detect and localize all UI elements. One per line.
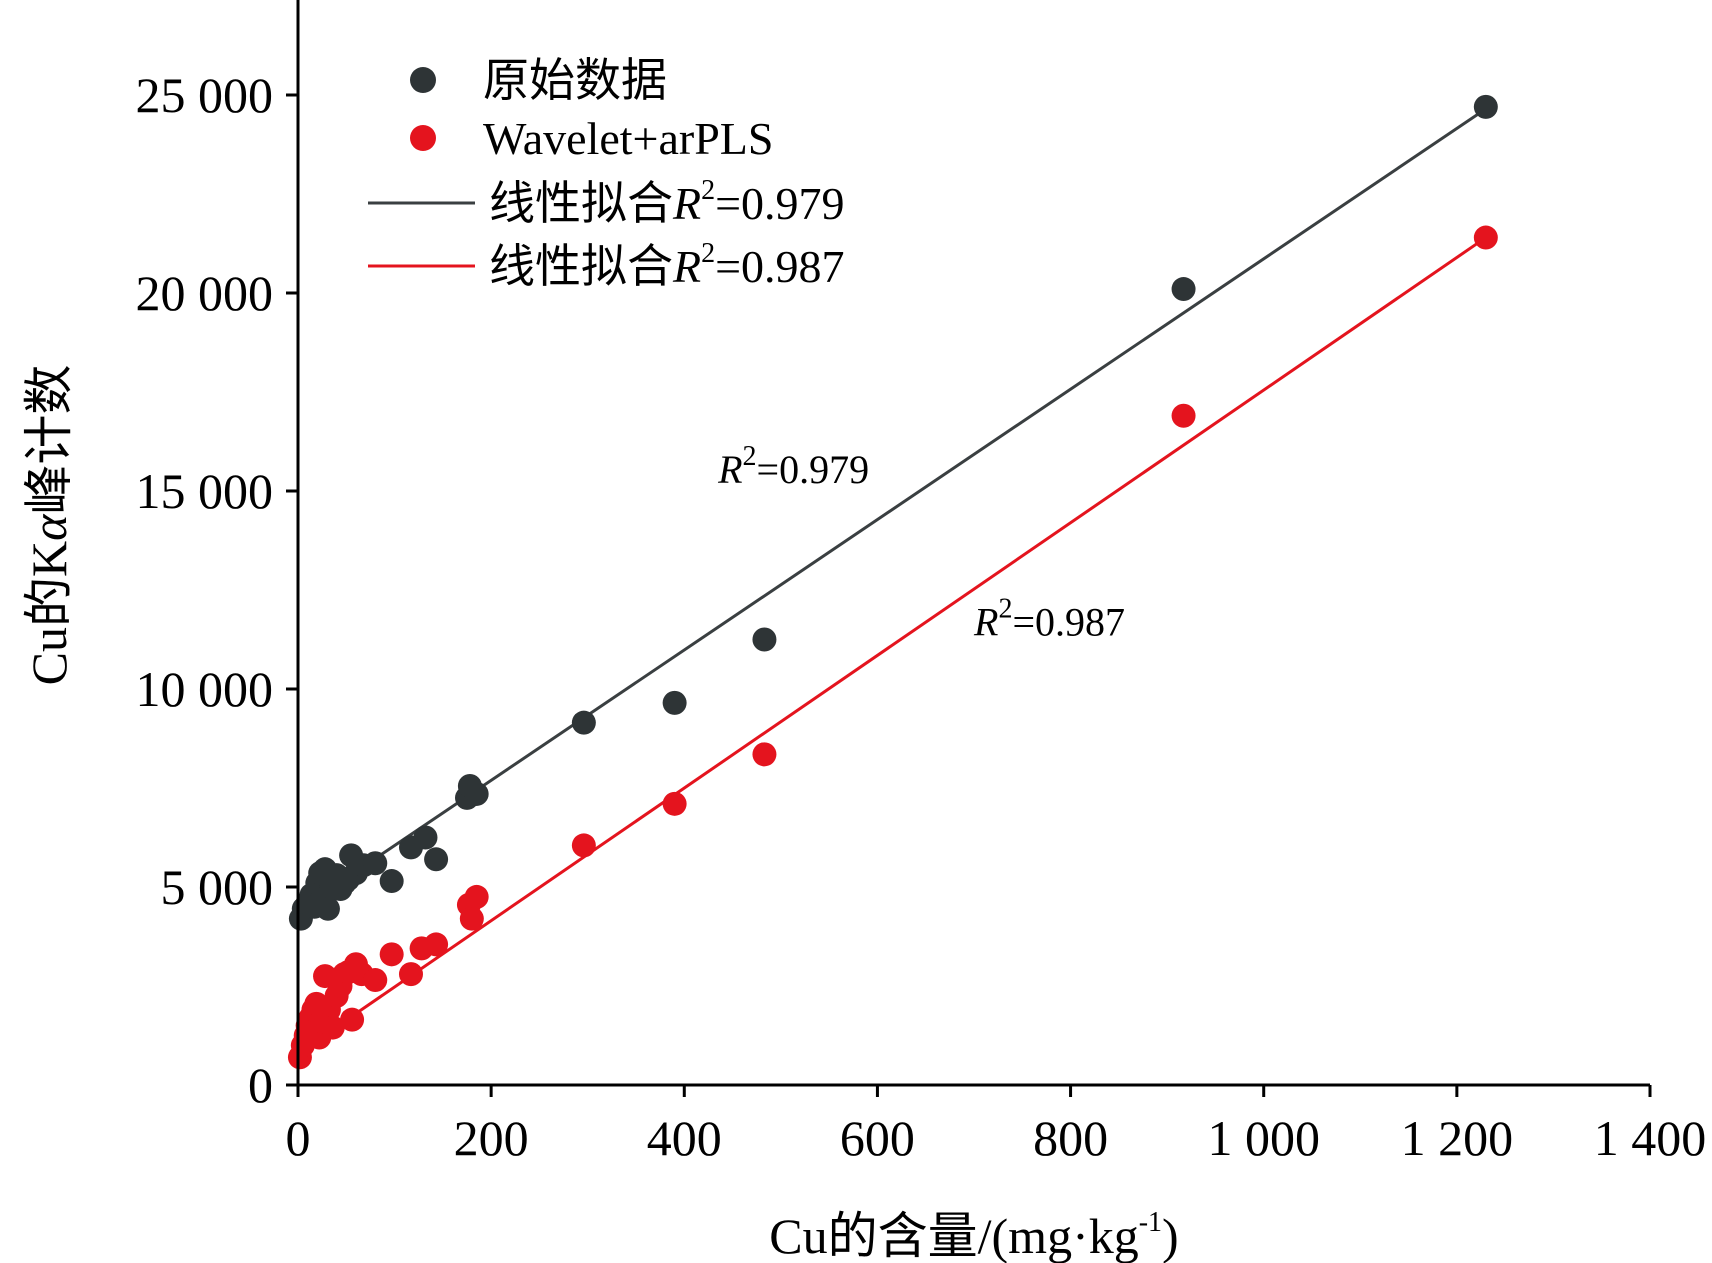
y-tick-label: 25 000: [136, 67, 274, 123]
annotations-group: R2=0.979 R2=0.987: [717, 441, 1125, 644]
r-squared-annotation: R2=0.987: [973, 594, 1125, 645]
processed-data-point: [459, 906, 484, 931]
raw-data-point: [752, 627, 777, 652]
ticks-group: 0 200 400 600 800 1 000 1 200 1 400 0 5 000 10 000…: [136, 67, 1707, 1166]
y-tick-label: 5 000: [161, 859, 274, 915]
x-tick-label: 0: [286, 1110, 311, 1166]
fit-lines-group: [297, 107, 1487, 1055]
processed-data-point: [379, 942, 404, 967]
x-tick-label: 1 000: [1207, 1110, 1320, 1166]
raw-data-point: [315, 896, 340, 921]
legend-marker: [410, 125, 436, 151]
raw-data-point: [363, 851, 388, 876]
x-tick-label: 1 200: [1401, 1110, 1514, 1166]
x-tick-label: 1 400: [1594, 1110, 1707, 1166]
processed-data-point: [662, 791, 687, 816]
processed-data-point: [1171, 403, 1196, 428]
r-squared-annotation: R2=0.979: [717, 441, 869, 492]
legend: 原始数据 Wavelet+arPLS 线性拟合R2=0.979 线性拟合R2=0.98…: [368, 55, 845, 292]
data-points-group: [287, 94, 1498, 1070]
legend-label: Wavelet+arPLS: [483, 113, 774, 164]
x-axis-title: Cu的含量/(mg·kg-1): [769, 1207, 1178, 1263]
processed-data-point: [363, 968, 388, 993]
y-tick-label: 0: [248, 1057, 273, 1113]
axes-group: [296, 0, 1650, 1087]
processed-data-point: [464, 884, 489, 909]
processed-data-point: [320, 1015, 345, 1040]
processed-data-point: [752, 742, 777, 767]
processed-data-point: [340, 1007, 365, 1032]
raw-data-point: [424, 847, 449, 872]
raw-data-point: [379, 869, 404, 894]
raw-data-point: [413, 825, 438, 850]
legend-label: 原始数据: [483, 55, 667, 106]
raw-data-point: [1473, 94, 1498, 119]
y-tick-label: 20 000: [136, 265, 274, 321]
x-tick-label: 800: [1033, 1110, 1108, 1166]
raw-data-point: [1171, 277, 1196, 302]
raw-data-point: [662, 690, 687, 715]
y-axis-title: Cu的Kα峰计数: [21, 365, 77, 686]
processed-data-point: [1473, 225, 1498, 250]
legend-label: 线性拟合R2=0.987: [489, 238, 845, 292]
legend-label: 线性拟合R2=0.979: [489, 175, 845, 229]
x-tick-label: 200: [454, 1110, 529, 1166]
x-tick-label: 600: [840, 1110, 915, 1166]
raw-data-point: [571, 710, 596, 735]
y-tick-label: 15 000: [136, 463, 274, 519]
processed-data-point: [398, 962, 423, 987]
processed-data-point: [571, 833, 596, 858]
legend-marker: [410, 67, 436, 93]
raw-data-point: [464, 781, 489, 806]
processed-data-point: [424, 932, 449, 957]
fit-line-2: [297, 236, 1487, 1055]
x-tick-label: 400: [647, 1110, 722, 1166]
y-tick-label: 10 000: [136, 661, 274, 717]
fit-line-1: [297, 107, 1487, 913]
